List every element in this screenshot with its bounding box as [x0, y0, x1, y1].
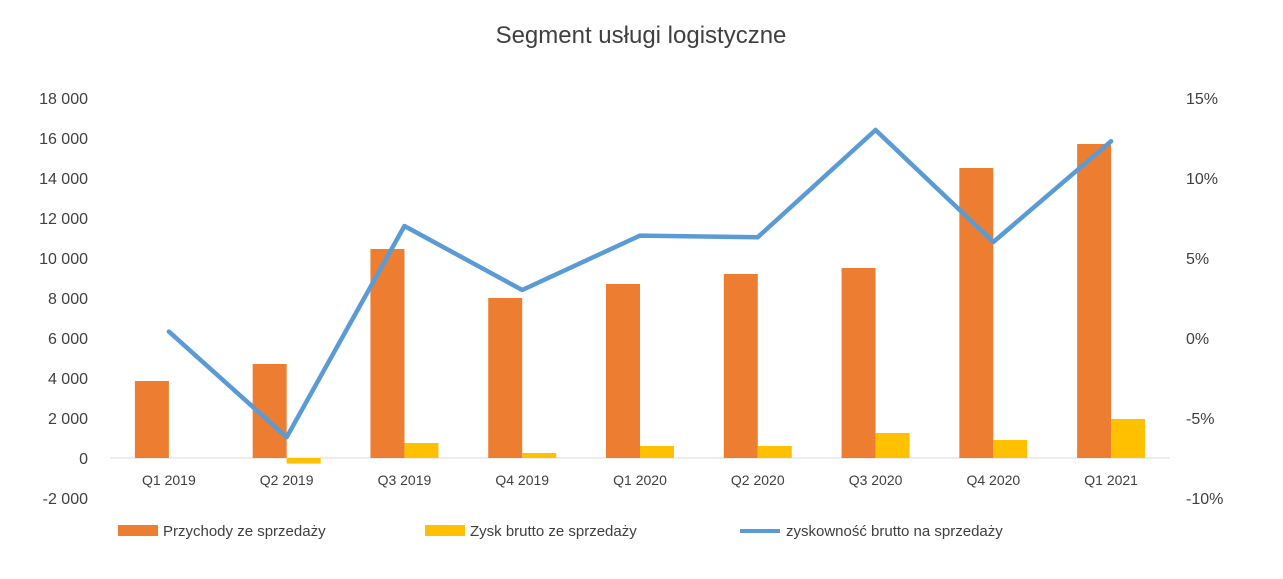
- left-tick-label: 14 000: [39, 171, 88, 188]
- right-tick-label: -10%: [1186, 491, 1223, 508]
- left-tick-label: 0: [79, 451, 88, 468]
- bar-gross-profit-8: [1111, 419, 1146, 458]
- left-tick-label: 16 000: [39, 131, 88, 148]
- x-tick-label: Q2 2019: [260, 472, 314, 488]
- left-tick-label: 8 000: [48, 291, 88, 308]
- bar-revenue-2: [370, 249, 405, 458]
- legend-swatch-gross-profit: [425, 525, 465, 536]
- right-axis-ticks: -10% -5% 0% 5% 10% 15%: [1186, 91, 1223, 508]
- x-tick-label: Q2 2020: [731, 472, 785, 488]
- x-axis-ticks: Q1 2019 Q2 2019 Q3 2019 Q4 2019 Q1 2020 Q2 20…: [142, 472, 1138, 488]
- left-tick-label: 2 000: [48, 411, 88, 428]
- legend-label-gross-profit: Zysk brutto ze sprzedaży: [470, 523, 637, 540]
- legend-swatch-revenue: [118, 525, 158, 536]
- legend: Przychody ze sprzedaży Zysk brutto ze sp…: [118, 523, 1003, 540]
- bar-gross-profit-7: [993, 440, 1028, 458]
- bar-revenue-6: [841, 268, 876, 458]
- x-tick-label: Q3 2020: [849, 472, 903, 488]
- left-tick-label: 12 000: [39, 211, 88, 228]
- bar-gross-profit-3: [522, 453, 557, 458]
- chart-title: Segment usługi logistyczne: [496, 22, 787, 49]
- bar-gross-profit-6: [875, 433, 910, 458]
- line-series-group: [166, 127, 1114, 440]
- line-margin: [166, 127, 1114, 440]
- right-tick-label: -5%: [1186, 411, 1214, 428]
- bar-revenue-5: [723, 274, 758, 458]
- bar-gross-profit-1: [286, 458, 321, 464]
- bar-revenue-0: [134, 381, 169, 458]
- bar-revenue-8: [1077, 144, 1112, 458]
- left-tick-label: 4 000: [48, 371, 88, 388]
- x-tick-label: Q3 2019: [378, 472, 432, 488]
- right-tick-label: 10%: [1186, 171, 1218, 188]
- x-tick-label: Q1 2020: [613, 472, 667, 488]
- x-tick-label: Q1 2021: [1084, 472, 1138, 488]
- bars-group: [134, 144, 1146, 464]
- left-tick-label: -2 000: [43, 491, 88, 508]
- bar-revenue-3: [488, 298, 523, 458]
- bar-gross-profit-5: [757, 446, 792, 458]
- left-axis-ticks: -2 000 0 2 000 4 000 6 000 8 000 10 000 12 000 1…: [39, 91, 88, 508]
- bar-revenue-4: [606, 284, 640, 458]
- legend-label-revenue: Przychody ze sprzedaży: [163, 523, 326, 540]
- bar-gross-profit-2: [404, 443, 439, 458]
- left-tick-label: 6 000: [48, 331, 88, 348]
- right-tick-label: 5%: [1186, 251, 1209, 268]
- x-tick-label: Q4 2020: [966, 472, 1020, 488]
- x-tick-label: Q4 2019: [495, 472, 549, 488]
- right-tick-label: 15%: [1186, 91, 1218, 108]
- left-tick-label: 10 000: [39, 251, 88, 268]
- x-tick-label: Q1 2019: [142, 472, 196, 488]
- right-tick-label: 0%: [1186, 331, 1209, 348]
- bar-gross-profit-4: [640, 446, 674, 458]
- left-tick-label: 18 000: [39, 91, 88, 108]
- legend-label-margin: zyskowność brutto na sprzedaży: [786, 523, 1003, 540]
